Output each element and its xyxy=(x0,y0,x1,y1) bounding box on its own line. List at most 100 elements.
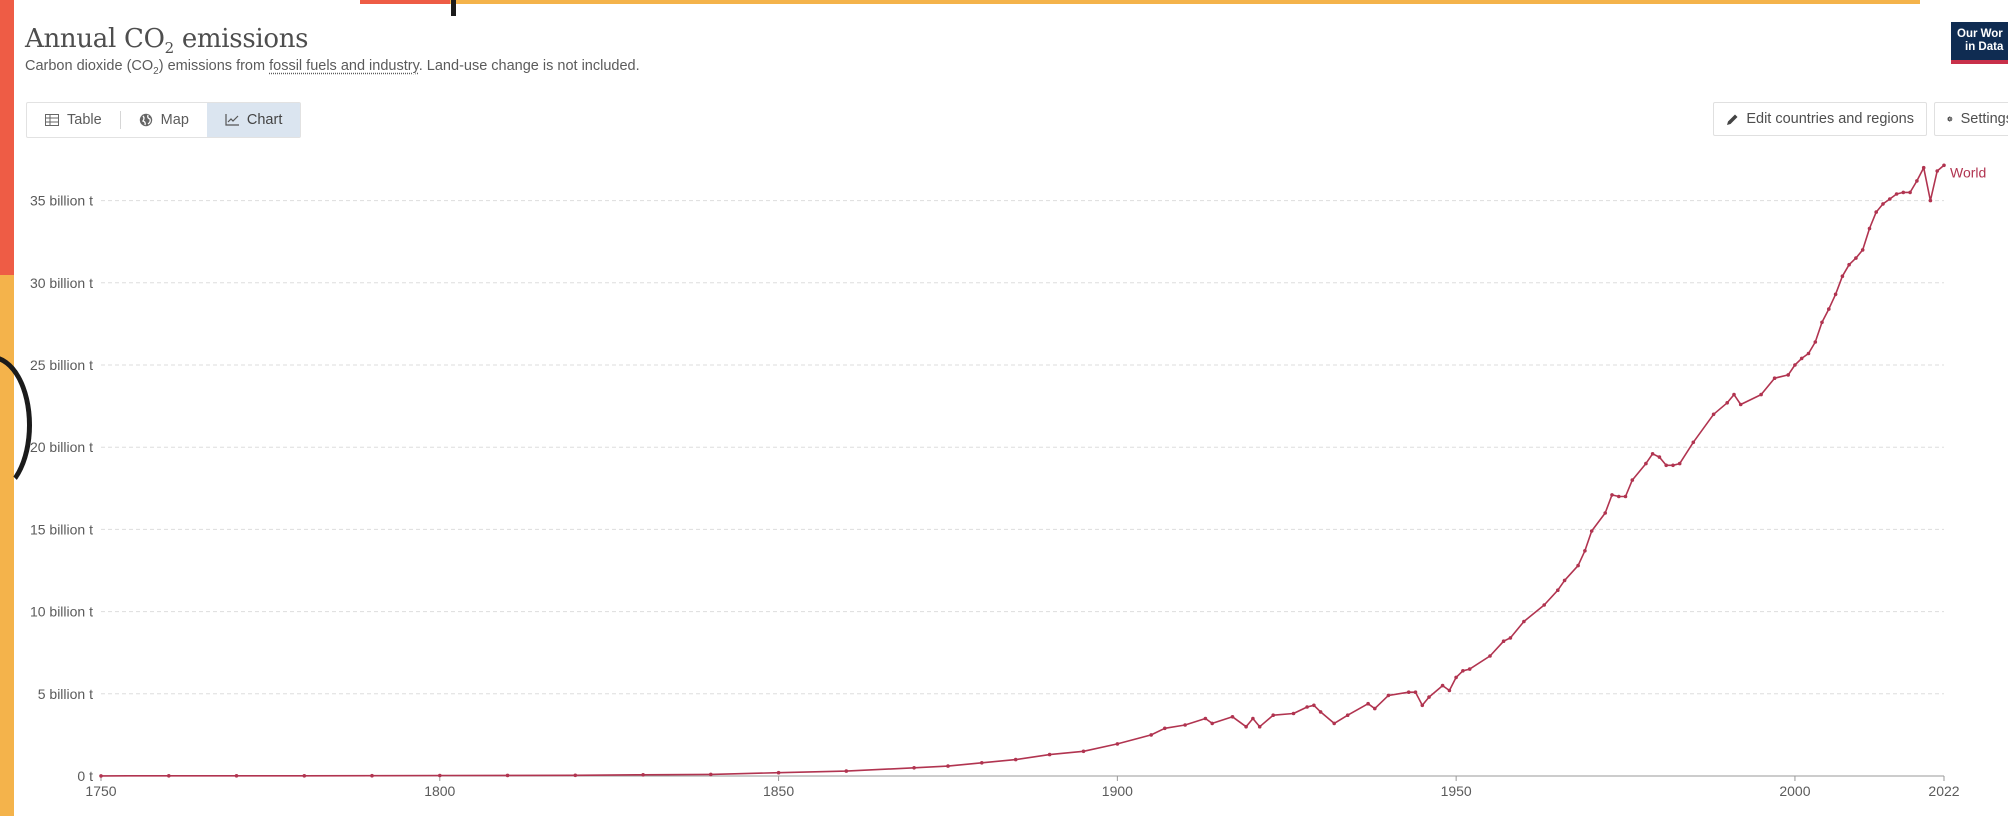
x-tick-label: 2022 xyxy=(1928,783,1959,799)
data-point xyxy=(1603,511,1607,515)
data-point xyxy=(1501,639,1506,643)
data-point xyxy=(1203,716,1208,721)
data-point xyxy=(1508,636,1513,640)
decorative-left-red-stripe xyxy=(0,0,14,275)
data-point xyxy=(370,773,374,778)
data-point xyxy=(1793,363,1797,367)
y-tick-label: 0 t xyxy=(77,768,93,784)
data-point xyxy=(1210,721,1214,726)
data-point xyxy=(1840,274,1845,279)
data-point xyxy=(1691,440,1696,445)
data-point xyxy=(1650,452,1655,456)
data-point xyxy=(1251,716,1255,721)
y-tick-label: 10 billion t xyxy=(30,604,93,620)
gear-icon xyxy=(1947,116,1953,122)
data-point xyxy=(1332,721,1336,726)
view-tabs: Table Map Chart xyxy=(26,102,302,138)
data-point xyxy=(1820,320,1824,325)
data-point xyxy=(1711,412,1716,417)
tab-map[interactable]: Map xyxy=(121,103,207,137)
data-point xyxy=(1847,262,1851,267)
data-point xyxy=(1589,529,1594,533)
data-point xyxy=(1732,392,1736,397)
data-point xyxy=(776,770,781,775)
y-tick-label: 25 billion t xyxy=(30,357,93,373)
line-chart-icon xyxy=(225,114,239,126)
data-point xyxy=(1047,752,1052,757)
data-point xyxy=(167,774,171,778)
data-point xyxy=(302,774,307,778)
axes: 0 t 5 billion t 10 billion t 15 billion t 20… xyxy=(30,193,1960,799)
settings-button[interactable]: Settings xyxy=(1934,102,2008,136)
series-world: World xyxy=(99,163,1986,778)
data-point xyxy=(1230,715,1235,719)
data-point xyxy=(1874,210,1878,214)
data-point xyxy=(1630,478,1635,482)
data-point xyxy=(573,773,578,778)
data-point xyxy=(1312,703,1316,708)
data-point xyxy=(1271,713,1275,717)
data-point xyxy=(1305,705,1309,709)
data-point xyxy=(1013,757,1018,762)
data-point xyxy=(1915,179,1919,183)
data-point xyxy=(1860,248,1865,252)
data-point xyxy=(844,769,849,773)
y-tick-label: 5 billion t xyxy=(38,686,93,702)
data-point xyxy=(1854,256,1858,260)
data-point xyxy=(1671,463,1675,468)
data-point xyxy=(1664,463,1668,468)
data-point xyxy=(1942,163,1946,168)
table-icon xyxy=(45,114,59,126)
data-point xyxy=(1583,549,1587,553)
data-point xyxy=(1786,373,1790,377)
pencil-icon xyxy=(1727,114,1738,125)
data-point xyxy=(1440,683,1445,688)
data-point xyxy=(1081,749,1086,754)
data-point xyxy=(1345,713,1350,717)
edit-countries-button[interactable]: Edit countries and regions xyxy=(1713,102,1927,136)
data-point xyxy=(1556,588,1560,592)
settings-label: Settings xyxy=(1960,111,2008,127)
series-label-world: World xyxy=(1950,164,1986,180)
data-point xyxy=(1420,703,1425,708)
data-point xyxy=(1467,667,1472,671)
data-point xyxy=(1833,292,1838,297)
data-point xyxy=(1115,742,1120,746)
owid-logo[interactable]: Our Wor in Data xyxy=(1951,22,2008,64)
x-tick-label: 1750 xyxy=(85,783,116,799)
logo-accent-bar xyxy=(1951,60,2008,64)
data-point xyxy=(980,761,984,765)
data-point xyxy=(1799,356,1804,361)
x-tick-label: 1850 xyxy=(763,783,794,799)
data-point xyxy=(1291,711,1296,716)
y-tick-label: 35 billion t xyxy=(30,193,93,209)
tab-table-label: Table xyxy=(67,112,102,128)
data-point xyxy=(1427,695,1431,699)
data-point xyxy=(1413,690,1418,694)
data-point xyxy=(1373,706,1377,711)
tab-table[interactable]: Table xyxy=(27,103,120,137)
tab-chart[interactable]: Chart xyxy=(206,103,301,137)
fossil-fuels-link[interactable]: fossil fuels and industry xyxy=(269,58,419,74)
data-point xyxy=(709,772,713,777)
data-point xyxy=(1183,723,1187,727)
data-point xyxy=(1542,603,1546,607)
data-point xyxy=(1888,197,1892,201)
data-point xyxy=(1813,340,1818,344)
data-point xyxy=(1163,726,1167,731)
data-point xyxy=(1461,669,1465,673)
data-point xyxy=(1921,165,1926,170)
data-point xyxy=(1901,190,1906,195)
tab-divider xyxy=(119,111,121,129)
globe-icon xyxy=(139,113,152,127)
data-point xyxy=(1806,351,1811,356)
data-point xyxy=(1623,494,1628,499)
data-point xyxy=(1935,169,1939,173)
data-point xyxy=(1772,376,1777,381)
data-point xyxy=(1827,307,1831,311)
gridlines xyxy=(101,200,1944,695)
data-point xyxy=(912,766,916,770)
data-point xyxy=(1867,226,1872,231)
data-point xyxy=(1318,710,1323,714)
data-point xyxy=(1738,402,1743,407)
